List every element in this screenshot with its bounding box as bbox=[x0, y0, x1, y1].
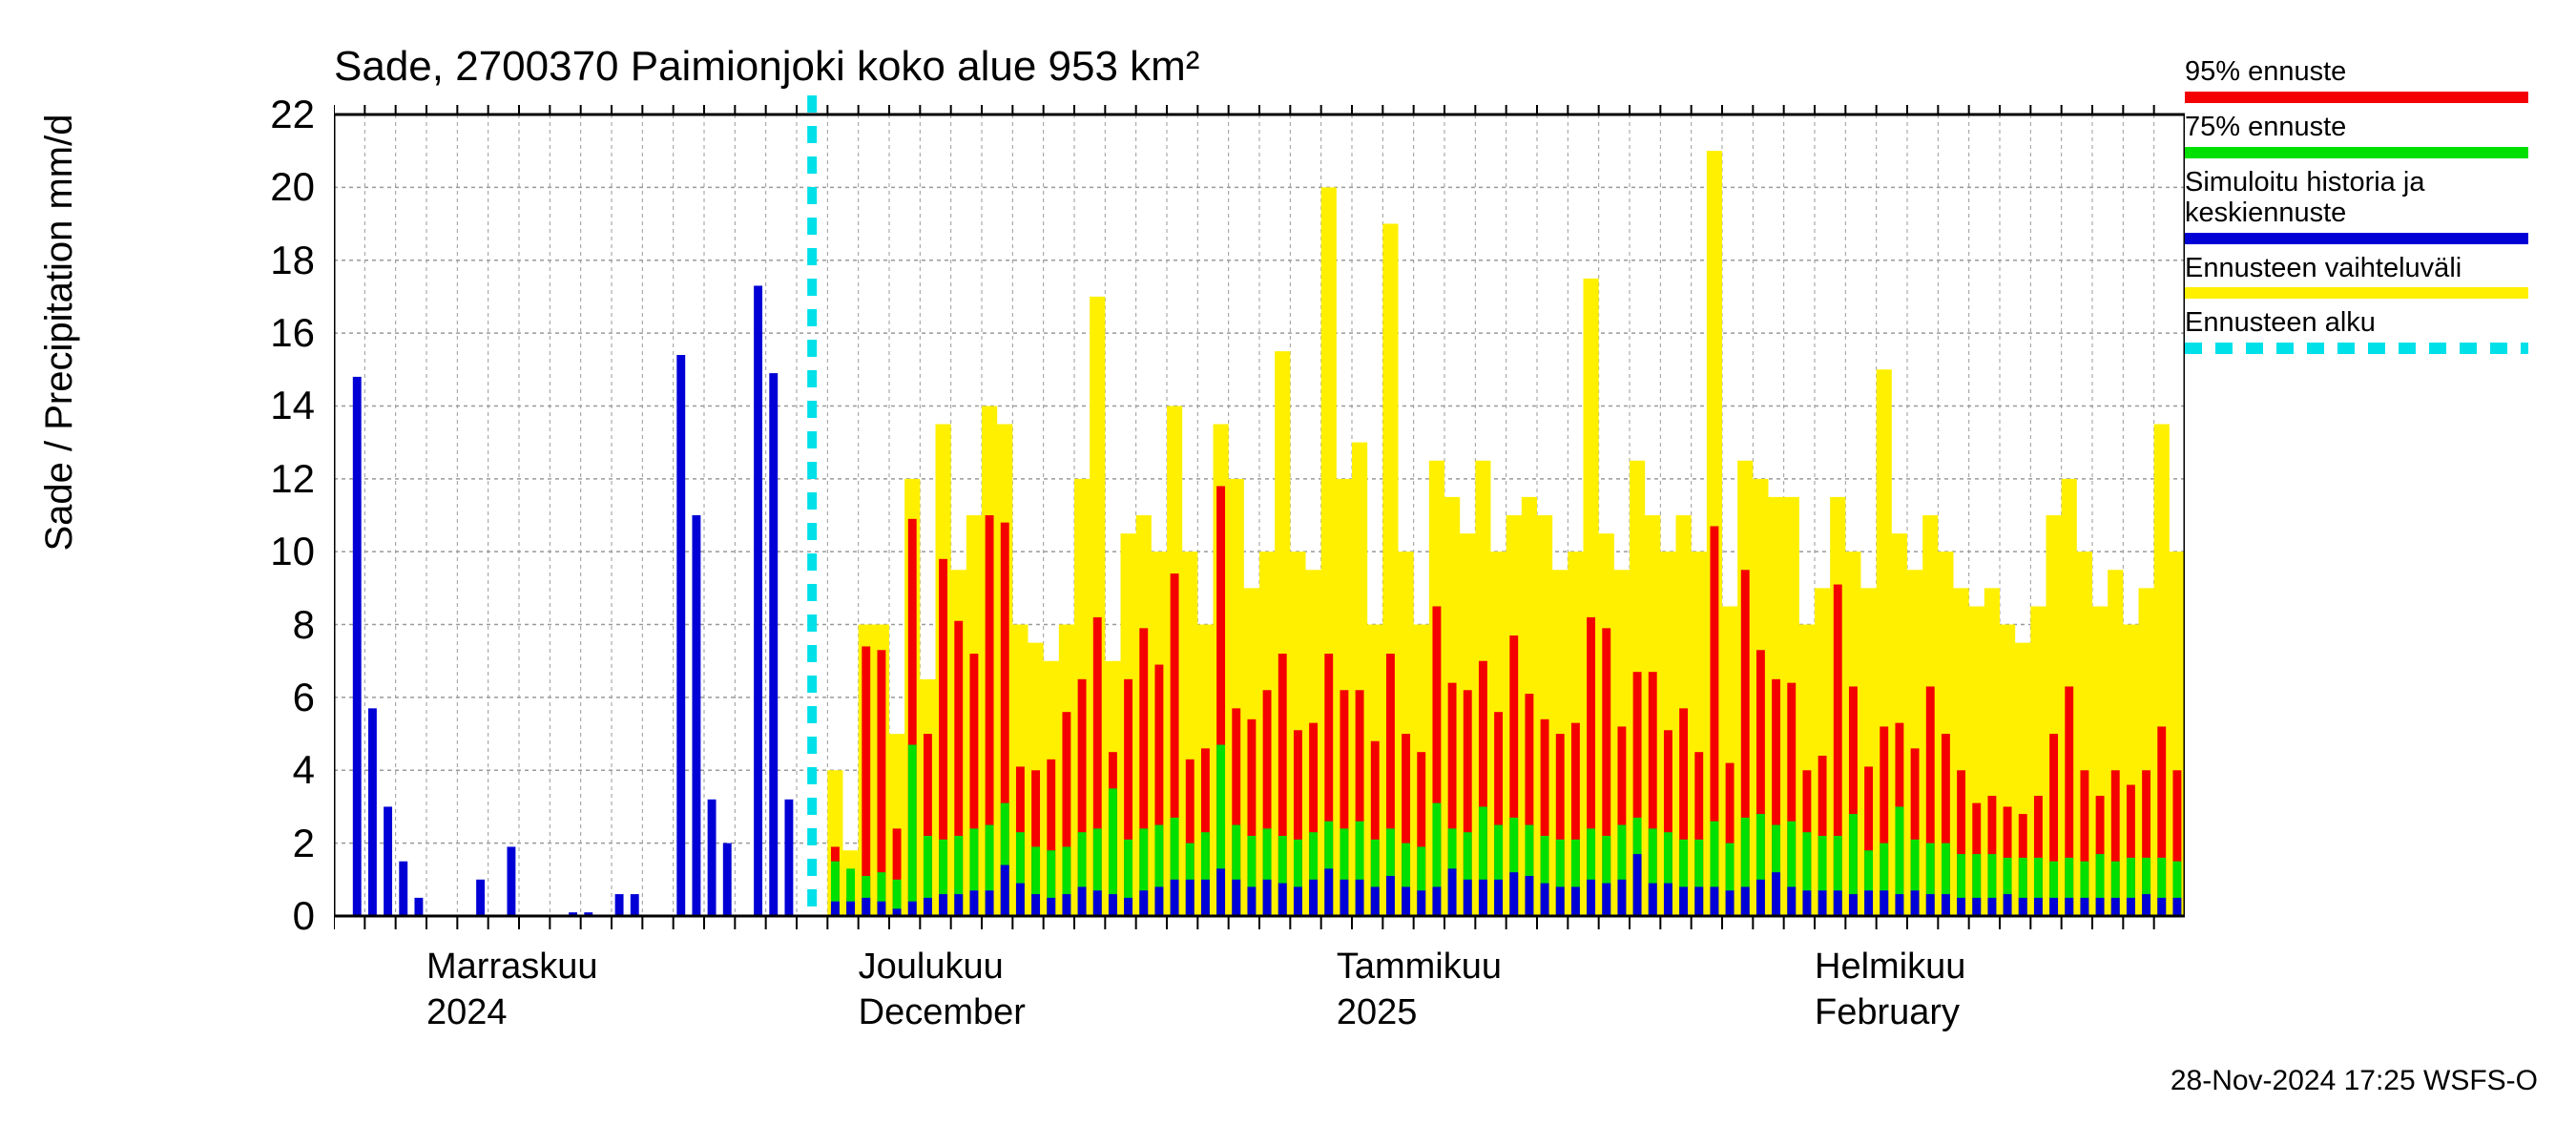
y-tick-label: 20 bbox=[239, 164, 315, 210]
y-tick-label: 2 bbox=[239, 821, 315, 866]
legend-label: 95% ennuste bbox=[2185, 57, 2528, 88]
legend-item: Simuloitu historia jakeskiennuste bbox=[2185, 168, 2528, 244]
x-axis-month-label: Marraskuu2024 bbox=[426, 945, 598, 1035]
y-tick-label: 10 bbox=[239, 529, 315, 574]
y-tick-label: 12 bbox=[239, 456, 315, 502]
y-tick-label: 6 bbox=[239, 675, 315, 720]
legend-item: 95% ennuste bbox=[2185, 57, 2528, 103]
plot-area: 0246810121416182022 Marraskuu2024Jouluku… bbox=[334, 95, 2185, 1050]
y-tick-label: 4 bbox=[239, 747, 315, 793]
y-tick-label: 22 bbox=[239, 92, 315, 137]
chart-page: Sade, 2700370 Paimionjoki koko alue 953 … bbox=[0, 0, 2576, 1145]
legend-label: 75% ennuste bbox=[2185, 113, 2528, 143]
legend-label: Ennusteen vaihteluväli bbox=[2185, 254, 2528, 284]
x-axis-month-label: HelmikuuFebruary bbox=[1815, 945, 1965, 1035]
legend-swatch bbox=[2185, 343, 2528, 354]
legend-label: Ennusteen alku bbox=[2185, 308, 2528, 339]
y-tick-label: 8 bbox=[239, 602, 315, 648]
y-tick-label: 16 bbox=[239, 310, 315, 356]
legend-label: Simuloitu historia jakeskiennuste bbox=[2185, 168, 2528, 229]
legend-swatch bbox=[2185, 147, 2528, 158]
footer-timestamp: 28-Nov-2024 17:25 WSFS-O bbox=[2171, 1065, 2538, 1097]
legend-swatch bbox=[2185, 92, 2528, 103]
legend-swatch bbox=[2185, 233, 2528, 244]
legend-item: Ennusteen alku bbox=[2185, 308, 2528, 354]
y-tick-label: 14 bbox=[239, 383, 315, 428]
legend-item: Ennusteen vaihteluväli bbox=[2185, 254, 2528, 300]
y-tick-label: 0 bbox=[239, 893, 315, 939]
x-axis-month-label: Tammikuu2025 bbox=[1337, 945, 1502, 1035]
chart-title: Sade, 2700370 Paimionjoki koko alue 953 … bbox=[334, 43, 1199, 91]
legend: 95% ennuste 75% ennuste Simuloitu historia… bbox=[2185, 57, 2528, 364]
legend-item: 75% ennuste bbox=[2185, 113, 2528, 158]
legend-swatch bbox=[2185, 287, 2528, 299]
y-tick-label: 18 bbox=[239, 238, 315, 283]
y-axis-label: Sade / Precipitation mm/d bbox=[38, 114, 81, 552]
x-axis-month-label: JoulukuuDecember bbox=[859, 945, 1026, 1035]
chart-svg bbox=[334, 95, 2185, 1050]
